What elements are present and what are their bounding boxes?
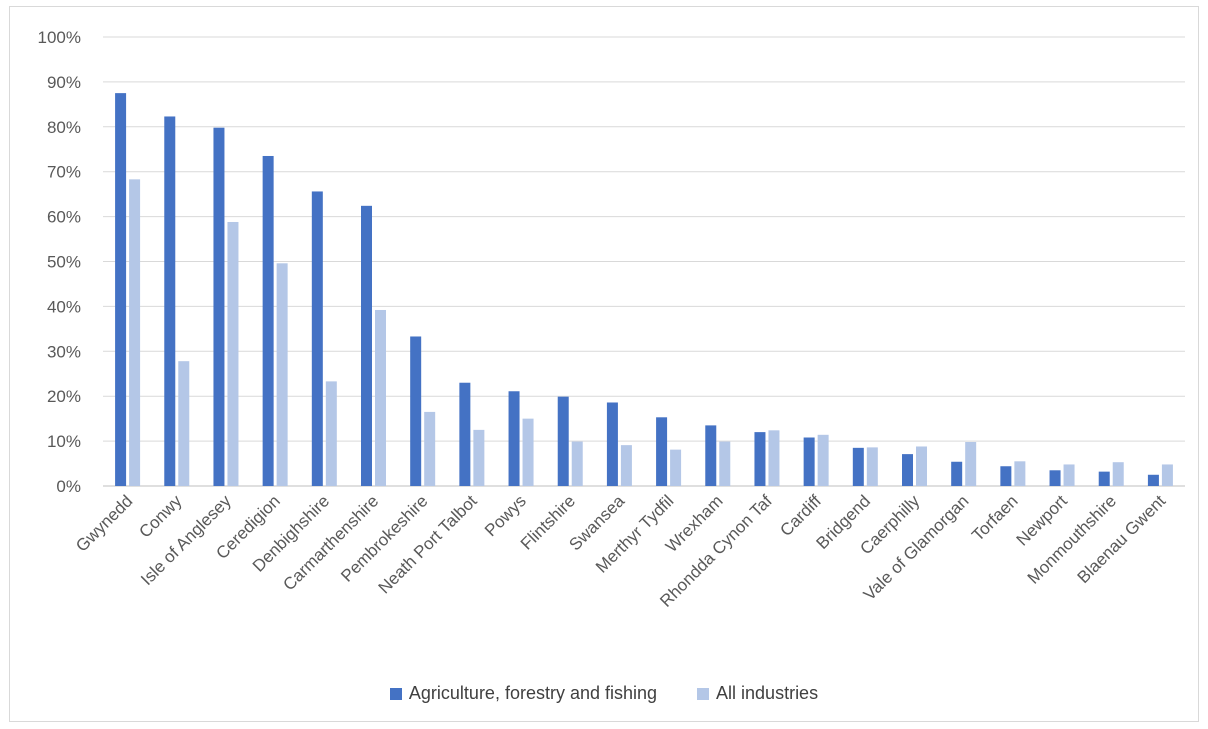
- x-tick-label: Powys: [481, 491, 530, 540]
- y-tick-label: 40%: [47, 297, 81, 316]
- bar-agriculture: [311, 191, 323, 486]
- x-tick-label: Cardiff: [776, 491, 825, 540]
- bar-all-industries: [1112, 462, 1124, 486]
- legend-item-agriculture: Agriculture, forestry and fishing: [389, 683, 658, 704]
- y-tick-label: 60%: [47, 208, 81, 227]
- bar-all-industries: [1161, 464, 1173, 486]
- bar-all-industries: [227, 221, 239, 486]
- y-tick-label: 100%: [38, 28, 81, 47]
- bar-agriculture: [656, 417, 668, 486]
- y-tick-label: 80%: [47, 118, 81, 137]
- bar-agriculture: [902, 454, 913, 486]
- y-tick-label: 0%: [56, 477, 81, 496]
- bar-agriculture: [803, 437, 815, 486]
- bar-all-industries: [571, 441, 583, 486]
- bar-agriculture: [459, 382, 471, 486]
- y-tick-label: 10%: [47, 432, 81, 451]
- bar-all-industries: [325, 381, 337, 486]
- bar-all-industries: [473, 429, 485, 486]
- bar-agriculture: [1098, 471, 1110, 486]
- y-tick-label: 90%: [47, 73, 81, 92]
- bar-all-industries: [1063, 464, 1075, 486]
- bar-agriculture: [508, 391, 520, 486]
- legend-swatch-agriculture: [389, 687, 402, 700]
- bar-all-industries: [424, 411, 436, 486]
- bar-agriculture: [262, 155, 274, 487]
- x-tick-label: Monmouthshire: [1024, 491, 1120, 587]
- bar-agriculture: [1000, 466, 1012, 486]
- bar-agriculture: [852, 447, 864, 486]
- bar-all-industries: [129, 179, 141, 486]
- bar-all-industries: [866, 447, 878, 486]
- bar-agriculture: [115, 93, 127, 486]
- bar-all-industries: [375, 309, 386, 486]
- y-tick-label: 20%: [47, 387, 81, 406]
- bar-agriculture: [705, 425, 717, 486]
- bar-all-industries: [670, 449, 682, 486]
- bar-all-industries: [178, 361, 190, 486]
- x-tick-label: Blaenau Gwent: [1074, 491, 1170, 587]
- bar-all-industries: [817, 434, 829, 486]
- legend-swatch-all-industries: [697, 687, 710, 700]
- bar-all-industries: [1014, 461, 1026, 486]
- x-tick-label: Pembrokeshire: [337, 491, 431, 585]
- y-tick-label: 70%: [47, 163, 81, 182]
- bar-agriculture: [557, 396, 569, 486]
- y-axis-ticks: 0% 10% 20% 30% 40% 50% 60% 70% 80% 90% 100%: [38, 28, 81, 496]
- bar-agriculture: [1049, 470, 1061, 486]
- x-tick-label: Isle of Anglesey: [137, 491, 235, 589]
- bar-all-industries: [719, 441, 731, 486]
- bars: [115, 93, 1173, 487]
- bar-all-industries: [276, 263, 288, 486]
- bar-agriculture: [213, 127, 225, 486]
- bar-agriculture: [410, 336, 422, 486]
- x-tick-label: Gwynedd: [72, 491, 136, 555]
- bar-agriculture: [951, 461, 963, 486]
- bar-all-industries: [916, 446, 927, 486]
- legend-label-all-industries: All industries: [716, 683, 819, 703]
- bar-all-industries: [620, 445, 632, 486]
- chart-frame: [9, 6, 1199, 722]
- bar-agriculture: [164, 116, 176, 487]
- bar-agriculture: [361, 205, 372, 486]
- bar-agriculture: [606, 402, 618, 486]
- bar-agriculture: [754, 432, 766, 486]
- bar-all-industries: [965, 441, 977, 486]
- bar-all-industries: [768, 430, 780, 486]
- y-tick-label: 30%: [47, 342, 81, 361]
- legend: Agriculture, forestry and fishing All in…: [0, 683, 1208, 704]
- legend-label-agriculture: Agriculture, forestry and fishing: [408, 683, 658, 703]
- bar-all-industries: [522, 418, 534, 486]
- y-tick-label: 50%: [47, 253, 81, 272]
- legend-item-all-industries: All industries: [697, 683, 818, 704]
- bar-agriculture: [1147, 474, 1159, 486]
